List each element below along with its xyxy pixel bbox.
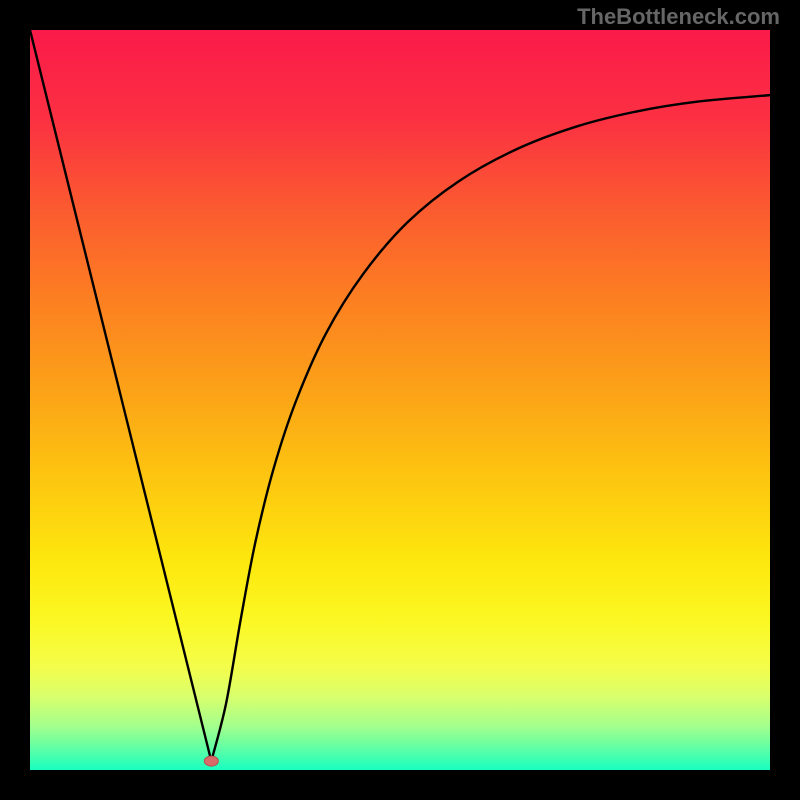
bottleneck-curve <box>30 30 770 770</box>
plot-area <box>30 30 770 770</box>
watermark: TheBottleneck.com <box>577 4 780 30</box>
chart-container: TheBottleneck.com <box>0 0 800 800</box>
curve-left-branch <box>30 30 211 761</box>
min-marker <box>204 756 218 766</box>
curve-right-branch <box>211 95 770 761</box>
